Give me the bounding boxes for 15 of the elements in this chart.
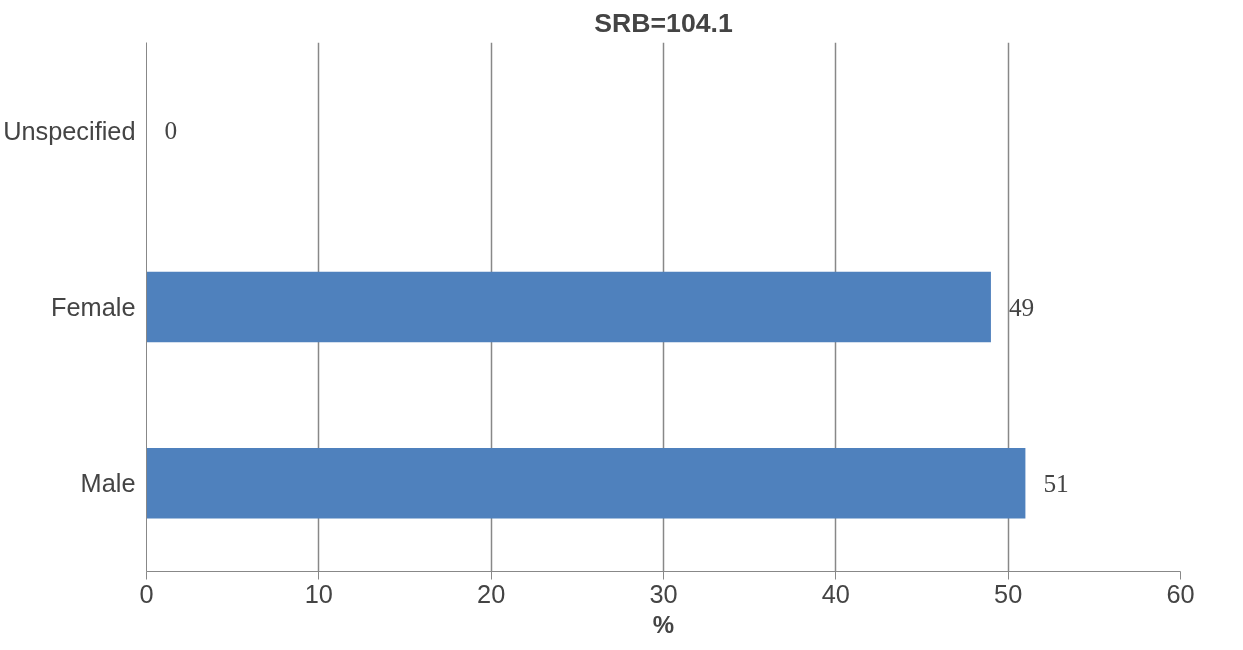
- x-tick-label: 30: [649, 579, 678, 608]
- chart-title: SRB=104.1: [594, 7, 733, 38]
- data-label: 51: [1043, 468, 1069, 497]
- x-tick-label: 50: [994, 579, 1023, 608]
- data-label: 0: [164, 116, 178, 145]
- data-label: 49: [1008, 292, 1035, 321]
- y-tick-label: Unspecified: [3, 116, 136, 145]
- y-tick-label: Female: [51, 293, 136, 321]
- x-tick-label: 10: [304, 579, 333, 608]
- x-tick-label: 40: [821, 579, 850, 608]
- x-tick-label: 20: [477, 579, 506, 608]
- x-axis-title: %: [652, 610, 675, 638]
- x-tick-label: 60: [1166, 579, 1195, 608]
- x-tick-label: 0: [139, 579, 154, 608]
- y-tick-label: Male: [80, 469, 136, 498]
